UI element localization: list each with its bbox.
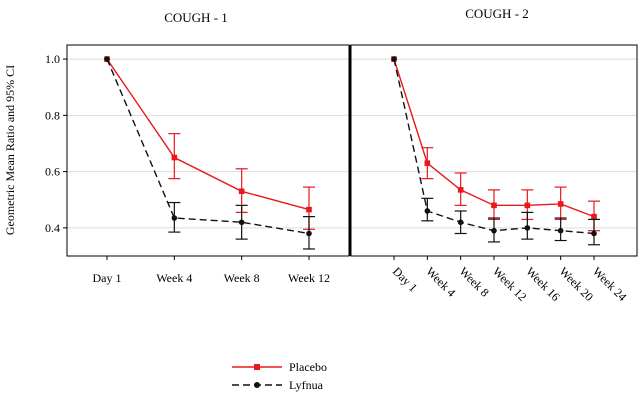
panel-2-series-lyfnua-point-0 xyxy=(391,56,397,62)
panel-1-series-placebo-point-3 xyxy=(306,206,312,213)
panel-2-series-lyfnua-point-5 xyxy=(557,227,564,234)
panel-1-x-tick-label-1: Week 4 xyxy=(156,271,192,285)
panel-2-x-tick-label-3: Week 12 xyxy=(490,264,530,304)
panel-2-series-lyfnua-point-2 xyxy=(457,219,464,226)
panel-1-series-lyfnua-point-2 xyxy=(238,219,245,226)
legend-marker-lyfnua xyxy=(254,382,260,388)
legend-label-placebo: Placebo xyxy=(289,360,327,374)
panel-2-series-lyfnua xyxy=(391,56,600,246)
panel-1-title: COUGH - 1 xyxy=(164,10,228,25)
panel-1-series-placebo-point-1 xyxy=(171,154,178,161)
panel-2-x-tick-label-2: Week 8 xyxy=(457,264,492,299)
legend-label-lyfnua: Lyfnua xyxy=(289,378,324,392)
panel-2-series-placebo-point-3 xyxy=(491,202,497,209)
panel-1-y-tick-label-0: 0.4 xyxy=(45,221,60,235)
legend-item-placebo: Placebo xyxy=(232,360,327,374)
panel-1-series-lyfnua-line xyxy=(106,58,310,235)
panel-2-series-placebo-point-2 xyxy=(457,187,464,193)
panel-2-series-placebo-point-1 xyxy=(424,160,431,166)
legend: Placebo Lyfnua xyxy=(232,360,327,392)
panel-1-x-tick-label-2: Week 8 xyxy=(224,271,260,285)
panel-2-x-tick-label-4: Week 16 xyxy=(523,264,563,304)
panel-2-series-lyfnua-point-6 xyxy=(591,230,597,237)
panel-2-series-placebo-point-4 xyxy=(524,202,531,209)
legend-item-lyfnua: Lyfnua xyxy=(232,378,324,392)
panel-1-series-lyfnua xyxy=(104,56,315,250)
panel-1-y-tick-label-1: 0.6 xyxy=(45,165,60,179)
panel-2-series-lyfnua-point-4 xyxy=(524,225,531,231)
y-axis-title: Geometric Mean Ratio and 95% CI xyxy=(3,65,17,235)
panel-2-x-tick-label-1: Week 4 xyxy=(423,264,458,299)
panel-1-y-tick-label-2: 0.8 xyxy=(45,108,60,122)
panel-1-series-lyfnua-point-3 xyxy=(306,230,312,237)
panel-1-series-lyfnua-point-0 xyxy=(104,56,110,62)
panel-2-series-lyfnua-point-1 xyxy=(424,208,431,214)
legend-marker-placebo xyxy=(254,364,260,370)
panel-1-series-placebo-point-2 xyxy=(238,188,245,195)
panel-1-series-placebo-line xyxy=(106,58,310,211)
panel-1-x-tick-label-3: Week 12 xyxy=(288,271,330,285)
panel-1-series-placebo xyxy=(104,56,315,230)
panel-1-x-tick-label-0: Day 1 xyxy=(93,271,122,285)
panel-2-x-tick-label-5: Week 20 xyxy=(557,264,597,304)
panel-2-series-placebo xyxy=(391,56,600,232)
panel-2-series-placebo-point-5 xyxy=(557,201,564,207)
panel-2-series-placebo-point-6 xyxy=(591,213,597,220)
panel-2-x-tick-label-6: Week 24 xyxy=(590,264,630,304)
panel-cough-1: COUGH - 1 0.4 0.6 0.8 1.0 Day 1 Week 4 Week 8 W… xyxy=(45,10,350,285)
panel-2-series-lyfnua-point-3 xyxy=(491,227,497,234)
panel-1-y-tick-label-3: 1.0 xyxy=(45,52,60,66)
panel-1-series-lyfnua-point-1 xyxy=(171,215,178,221)
panel-1-frame xyxy=(66,44,350,257)
panel-2-x-tick-label-0: Day 1 xyxy=(390,264,420,294)
panel-2-title: COUGH - 2 xyxy=(465,6,529,21)
